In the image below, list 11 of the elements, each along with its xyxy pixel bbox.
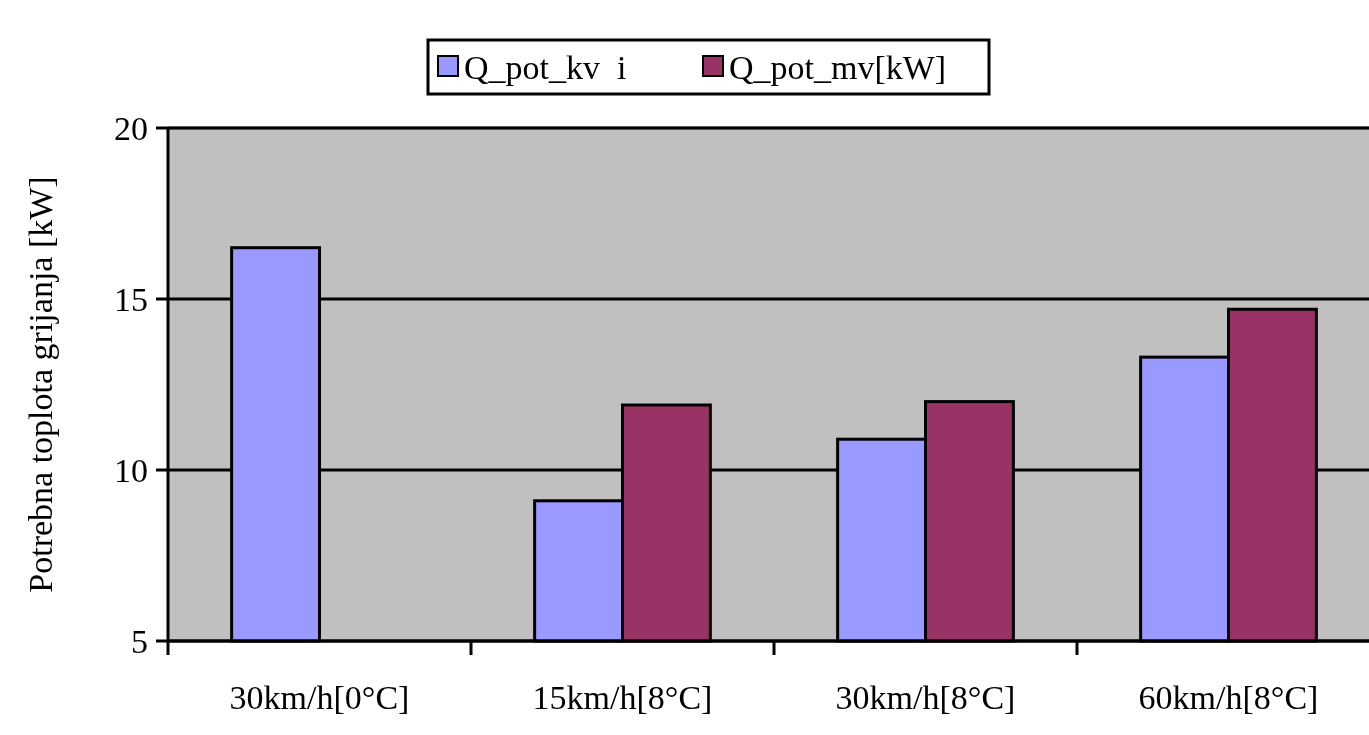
y-tick-label: 5 [131,622,148,660]
x-tick-label: 30km/h[0°C] [229,679,410,716]
y-tick-label: 10 [114,451,148,489]
x-tick-label: 30km/h[8°C] [835,679,1016,716]
y-tick-label: 15 [114,280,148,318]
y-tick-label: 20 [114,109,148,147]
x-tick-label: 15km/h[8°C] [532,679,713,716]
y-axis-title: Potrebna toplota grijanja [kW] [22,176,59,593]
legend-label: Q_pot_kv i [464,48,627,86]
legend-label: Q_pot_mv[kW] [729,48,947,86]
x-tick-label: 60km/h[8°C] [1138,679,1319,716]
